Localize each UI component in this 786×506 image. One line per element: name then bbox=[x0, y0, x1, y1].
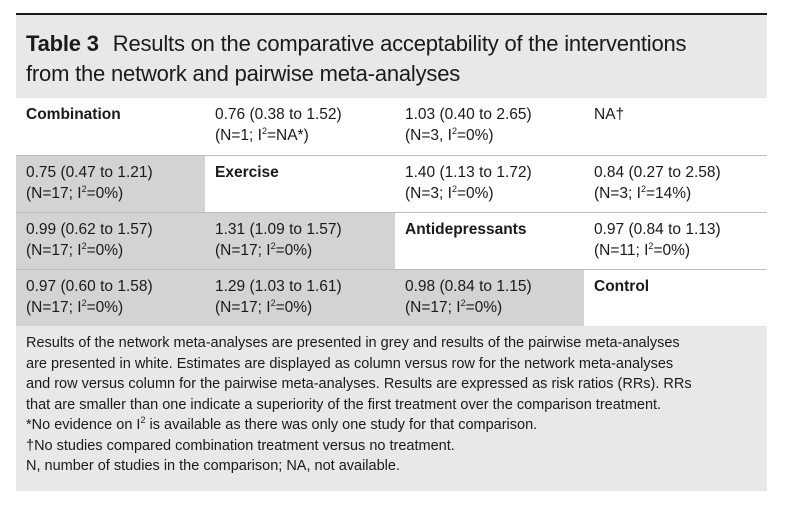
treatment-label-cell: Control bbox=[584, 268, 767, 326]
study-count-heterogeneity: (N=17; I2=0%) bbox=[215, 240, 385, 261]
risk-ratio-value: 0.84 (0.27 to 2.58) bbox=[594, 163, 721, 181]
superscript: 2 bbox=[451, 126, 457, 136]
footnote-asterisk-a: *No evidence on I bbox=[26, 417, 141, 433]
pairwise-result-cell: 0.97 (0.84 to 1.13) (N=11; I2=0%) bbox=[584, 211, 767, 269]
pairwise-result-cell: NA† bbox=[584, 98, 767, 155]
risk-ratio-value: 1.29 (1.03 to 1.61) bbox=[215, 277, 342, 295]
study-count: (N=17; I bbox=[26, 298, 82, 316]
heterogeneity: =14%) bbox=[645, 184, 692, 202]
study-count-heterogeneity: (N=17; I2=0%) bbox=[26, 297, 195, 318]
top-rule bbox=[16, 13, 767, 15]
study-count: (N=17; I bbox=[215, 241, 271, 259]
risk-ratio-value: 1.03 (0.40 to 2.65) bbox=[405, 106, 532, 123]
heterogeneity: =0%) bbox=[653, 241, 691, 259]
superscript: 2 bbox=[81, 297, 87, 308]
study-count: (N=3; I bbox=[594, 184, 641, 202]
treatment-label-cell: Antidepressants bbox=[395, 211, 584, 269]
study-count-heterogeneity: (N=17; I2=0%) bbox=[405, 297, 574, 318]
pairwise-result-cell: 0.84 (0.27 to 2.58) (N=3; I2=14%) bbox=[584, 154, 767, 212]
risk-ratio-value: 0.99 (0.62 to 1.57) bbox=[26, 220, 153, 238]
study-count: (N=17; I bbox=[26, 241, 82, 259]
study-count-heterogeneity: (N=17; I2=0%) bbox=[215, 297, 385, 318]
study-count-heterogeneity: (N=17; I2=0%) bbox=[26, 183, 195, 204]
table-row: Combination 0.76 (0.38 to 1.52) (N=1; I2=N… bbox=[16, 98, 767, 155]
heterogeneity: =0%) bbox=[86, 184, 124, 202]
risk-ratio-value: 0.97 (0.60 to 1.58) bbox=[26, 277, 153, 295]
pairwise-result-cell: 0.76 (0.38 to 1.52) (N=1; I2=NA*) bbox=[205, 98, 395, 155]
network-result-cell: 0.97 (0.60 to 1.58) (N=17; I2=0%) bbox=[16, 268, 205, 326]
study-count: (N=3; I bbox=[405, 184, 452, 202]
caption-line-2: from the network and pairwise meta-analy… bbox=[26, 61, 461, 86]
results-table: Combination 0.76 (0.38 to 1.52) (N=1; I2=N… bbox=[16, 98, 767, 326]
study-count-heterogeneity: (N=17; I2=0%) bbox=[26, 240, 195, 261]
risk-ratio-value: 1.40 (1.13 to 1.72) bbox=[405, 163, 532, 181]
footnote-line: Results of the network meta-analyses are… bbox=[26, 335, 680, 351]
risk-ratio-value: 0.97 (0.84 to 1.13) bbox=[594, 220, 721, 238]
superscript: 2 bbox=[460, 297, 466, 308]
heterogeneity: =0%) bbox=[275, 298, 313, 316]
table-row: 0.99 (0.62 to 1.57) (N=17; I2=0%) 1.31 (1.… bbox=[16, 211, 767, 269]
risk-ratio-value: NA† bbox=[594, 106, 625, 123]
heterogeneity: =0%) bbox=[275, 241, 313, 259]
caption-line-1: Table 3 Results on the comparative accept… bbox=[26, 29, 767, 59]
risk-ratio-value: 1.31 (1.09 to 1.57) bbox=[215, 220, 342, 238]
risk-ratio-value: 0.75 (0.47 to 1.21) bbox=[26, 163, 153, 181]
superscript: 2 bbox=[270, 297, 276, 308]
superscript: 2 bbox=[640, 183, 646, 194]
superscript: 2 bbox=[648, 240, 654, 251]
study-count: (N=17; I bbox=[405, 298, 461, 316]
table-container: Table 3 Results on the comparative accept… bbox=[16, 15, 767, 491]
network-result-cell: 0.98 (0.84 to 1.15) (N=17; I2=0%) bbox=[395, 268, 584, 326]
table-caption: Table 3 Results on the comparative accept… bbox=[16, 15, 767, 98]
heterogeneity: =0%) bbox=[86, 298, 124, 316]
superscript: 2 bbox=[270, 240, 276, 251]
study-count: (N=3, I bbox=[405, 127, 452, 144]
footnote-asterisk: *No evidence on I2 is available as there… bbox=[26, 415, 757, 436]
network-result-cell: 0.75 (0.47 to 1.21) (N=17; I2=0%) bbox=[16, 154, 205, 212]
pairwise-result-cell: 1.03 (0.40 to 2.65) (N=3, I2=0%) bbox=[395, 98, 584, 155]
pairwise-result-cell: 1.40 (1.13 to 1.72) (N=3; I2=0%) bbox=[395, 154, 584, 212]
study-count-heterogeneity: (N=11; I2=0%) bbox=[594, 240, 757, 261]
study-count-heterogeneity: (N=1; I2=NA*) bbox=[215, 125, 385, 146]
superscript: 2 bbox=[261, 126, 267, 136]
study-count-heterogeneity: (N=3; I2=14%) bbox=[594, 183, 757, 204]
study-count: (N=11; I bbox=[594, 241, 649, 259]
superscript: 2 bbox=[140, 415, 146, 425]
heterogeneity: =0%) bbox=[86, 241, 124, 259]
heterogeneity: =0%) bbox=[456, 184, 494, 202]
superscript: 2 bbox=[451, 183, 457, 194]
network-result-cell: 1.31 (1.09 to 1.57) (N=17; I2=0%) bbox=[205, 211, 395, 269]
footnote-line: and row versus column for the pairwise m… bbox=[26, 376, 692, 392]
table-label: Table 3 bbox=[26, 31, 99, 56]
network-result-cell: 1.29 (1.03 to 1.61) (N=17; I2=0%) bbox=[205, 268, 395, 326]
network-result-cell: 0.99 (0.62 to 1.57) (N=17; I2=0%) bbox=[16, 211, 205, 269]
footnote-line: are presented in white. Estimates are di… bbox=[26, 355, 674, 372]
heterogeneity: =0%) bbox=[465, 298, 503, 316]
footnote-abbreviations: N, number of studies in the comparison; … bbox=[26, 458, 400, 474]
treatment-label-cell: Combination bbox=[16, 98, 205, 155]
table-row: 0.97 (0.60 to 1.58) (N=17; I2=0%) 1.29 (1.… bbox=[16, 268, 767, 326]
treatment-label-cell: Exercise bbox=[205, 154, 395, 212]
caption-title-1: Results on the comparative acceptability… bbox=[112, 31, 687, 56]
risk-ratio-value: 0.98 (0.84 to 1.15) bbox=[405, 277, 532, 295]
heterogeneity: =NA*) bbox=[266, 127, 309, 144]
superscript: 2 bbox=[81, 240, 87, 251]
study-count-heterogeneity: (N=3, I2=0%) bbox=[405, 125, 574, 146]
superscript: 2 bbox=[81, 183, 87, 194]
footnote-dagger: †No studies compared combination treatme… bbox=[26, 437, 455, 454]
table-row: 0.75 (0.47 to 1.21) (N=17; I2=0%) Exercise… bbox=[16, 154, 767, 212]
footnote-line: that are smaller than one indicate a sup… bbox=[26, 396, 662, 413]
study-count: (N=17; I bbox=[215, 298, 271, 316]
study-count: (N=17; I bbox=[26, 184, 82, 202]
study-count: (N=1; I bbox=[215, 127, 262, 144]
heterogeneity: =0%) bbox=[456, 127, 494, 144]
footnote-asterisk-b: is available as there was only one study… bbox=[145, 417, 538, 433]
table-footnotes: Results of the network meta-analyses are… bbox=[16, 326, 767, 491]
study-count-heterogeneity: (N=3; I2=0%) bbox=[405, 183, 574, 204]
risk-ratio-value: 0.76 (0.38 to 1.52) bbox=[215, 106, 342, 123]
